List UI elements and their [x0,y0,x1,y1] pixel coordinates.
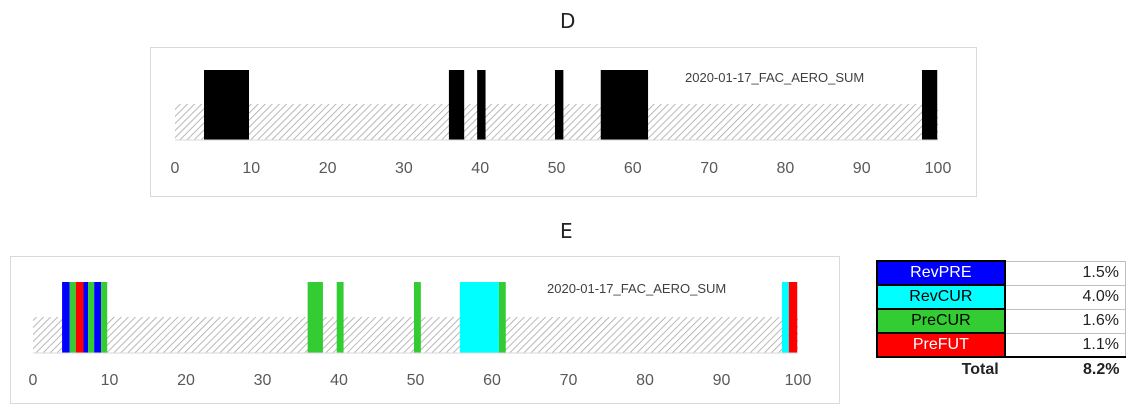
chart-d-tick-label: 10 [242,160,260,177]
chart-e-tick-label: 60 [483,372,501,389]
chart-d-bar-segment [921,70,938,140]
chart-d-tick-label: 100 [925,160,952,177]
chart-e-bar-segment [94,282,102,353]
chart-e-bar-segment [781,282,789,353]
chart-d-tick-label: 50 [548,160,566,177]
chart-d-bar-segment [600,70,649,140]
legend-value: 1.5% [1004,260,1126,286]
chart-e-svg: 0 10 20 30 40 50 60 70 80 90 100 2020-01-17_FAC_AER… [29,281,812,389]
chart-e-tick-label: 90 [713,372,731,389]
chart-e-bar-segment [75,282,84,353]
chart-e-tick-label: 0 [29,372,38,389]
legend-value: 4.0% [1004,284,1126,310]
chart-d-frame: 0 10 20 30 40 50 60 70 80 90 100 2020-01-17_FAC_AER… [150,47,977,197]
legend-total-value: 8.2% [1004,356,1126,381]
chart-e-bar-segment [101,282,108,353]
legend-total-label: Total [961,360,999,378]
legend-total-row: Total 8.2% [877,356,1126,381]
chart-e-tick-label: 40 [330,372,348,389]
chart-e-tick-label: 70 [560,372,578,389]
legend-label: RevPRE [876,260,1006,286]
chart-d-tick-label: 60 [624,160,642,177]
chart-e-bar-segment [83,282,89,353]
chart-d-tick-label: 70 [700,160,718,177]
chart-e-bar-segment [459,282,499,353]
legend-value: 1.6% [1004,308,1126,334]
chart-d-bar-segment [554,70,564,140]
legend-label: PreCUR [876,308,1006,334]
legend-value: 1.1% [1004,332,1126,358]
chart-e-tick-label: 50 [407,372,425,389]
chart-e-bar-segment [62,282,70,353]
chart-d-tick-label: 0 [171,160,180,177]
chart-e-tick-label: 10 [101,372,119,389]
chart-d-bar-segment [203,70,250,140]
legend-label: PreFUT [876,332,1006,358]
chart-e-tick-label: 100 [785,372,812,389]
chart-d-tick-label: 30 [395,160,413,177]
legend-row: RevCUR 4.0% [876,284,1126,310]
chart-e-bar-segment [413,282,421,353]
chart-e-bar-segment [69,282,76,353]
chart-d-tick-label: 40 [471,160,489,177]
panel-e-letter: E [560,219,573,243]
chart-e-tick-label: 30 [254,372,272,389]
chart-e-bar-segment [307,282,323,353]
chart-e-tick-label: 80 [636,372,654,389]
chart-e-bar-segment [336,282,344,353]
chart-d-tick-label: 90 [853,160,871,177]
chart-d-annotation-label: 2020-01-17_FAC_AERO_SUM [685,70,864,85]
chart-e-bar-segment [88,282,95,353]
chart-d-tick-label: 20 [319,160,337,177]
legend-table: RevPRE 1.5% RevCUR 4.0% PreCUR 1.6% PreFUT 1.1%… [876,260,1126,381]
chart-d-tick-label: 80 [777,160,795,177]
legend-row: RevPRE 1.5% [876,260,1126,286]
chart-e-tick-label: 20 [177,372,195,389]
legend-row: PreCUR 1.6% [876,308,1126,334]
chart-e-frame: 0 10 20 30 40 50 60 70 80 90 100 2020-01-17_FAC_AER… [10,256,840,404]
chart-d-bar-segment [448,70,465,140]
panel-d-letter: D [560,9,576,33]
legend-row: PreFUT 1.1% [876,332,1126,358]
chart-e-bar-segment [498,282,506,353]
chart-d-svg: 0 10 20 30 40 50 60 70 80 90 100 2020-01-17_FAC_AER… [171,70,952,177]
chart-d-bar-segment [477,70,486,140]
legend-label: RevCUR [876,284,1006,310]
chart-e-annotation-label: 2020-01-17_FAC_AERO_SUM [547,281,726,296]
chart-e-bar-segment [788,282,798,353]
